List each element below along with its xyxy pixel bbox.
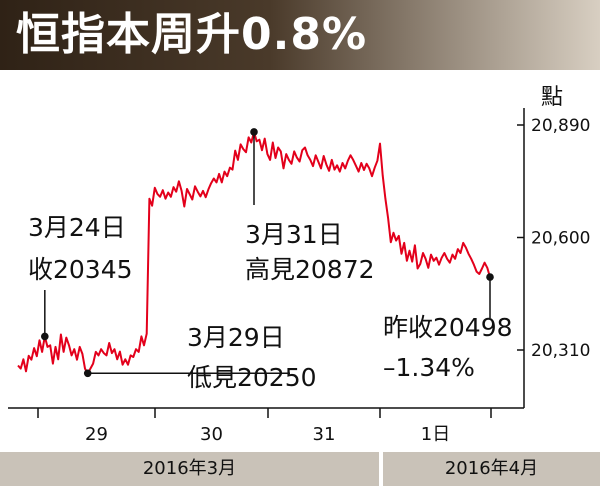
x-tick-label: 31 [313, 424, 336, 445]
y-axis-unit-label: 點 [541, 85, 563, 110]
annotation-text: 3月31日 [245, 220, 343, 249]
annotation-point [41, 332, 49, 341]
annotation-text: 低見20250 [187, 363, 317, 392]
annotation-point [486, 273, 494, 281]
month-label-march: 2016年3月 [0, 452, 379, 486]
annotation-text: –1.34% [383, 353, 475, 382]
x-tick-label: 29 [85, 424, 108, 445]
x-tick-label: 1日 [421, 424, 450, 445]
y-tick-label: 20,600 [531, 229, 590, 249]
x-tick-label: 30 [200, 424, 223, 445]
annotation-text: 3月29日 [187, 323, 285, 352]
annotation-text: 收20345 [28, 255, 133, 284]
chart-title: 恒指本周升0.8% [16, 9, 368, 60]
annotation-text: 高見20872 [245, 255, 375, 284]
title-bar: 恒指本周升0.8% [0, 0, 600, 70]
y-tick-label: 20,890 [531, 116, 590, 136]
annotation-text: 昨收20498 [383, 313, 513, 342]
y-tick-label: 20,310 [531, 341, 590, 361]
annotation-text: 3月24日 [28, 213, 126, 242]
month-label-april: 2016年4月 [383, 452, 600, 486]
annotation-point [83, 369, 92, 378]
annotation-point [250, 128, 258, 136]
